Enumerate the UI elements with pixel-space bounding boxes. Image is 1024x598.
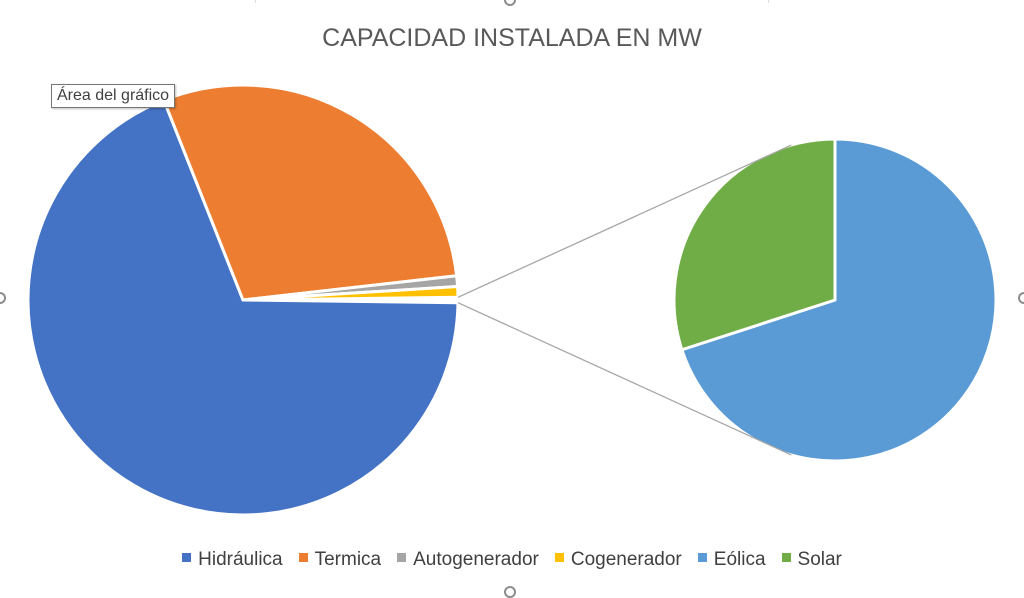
connector-line-top [457,144,792,298]
secondary-pie-slice-solar[interactable] [672,137,837,352]
resize-handle-right[interactable] [1018,292,1024,304]
resize-handle-bottom[interactable] [504,586,516,598]
legend-label: Hidráulica [198,549,283,570]
legend-item-cogenerador[interactable]: Cogenerador [554,549,682,571]
pie-slice-hidraulica[interactable] [26,98,460,517]
legend-swatch [697,553,707,563]
legend-swatch [781,553,791,563]
legend-label: Termica [314,549,382,570]
connector-line-bottom [457,302,792,456]
chart-title: CAPACIDAD INSTALADA EN MW [322,24,702,52]
frame-gridline [255,0,256,3]
legend-swatch [554,553,564,563]
legend-swatch [397,553,407,563]
frame-gridline [768,0,769,3]
resize-handle-top[interactable] [504,0,516,6]
legend-swatch [298,553,308,563]
secondary-pie-slice-eolica[interactable] [680,137,998,463]
legend-item-autogenerador[interactable]: Autogenerador [397,549,539,571]
legend-label: Solar [797,549,842,570]
pie-slice-termica[interactable] [162,83,459,302]
chart-legend[interactable]: Hidráulica Termica Autogenerador Cogenerado… [0,549,1024,571]
legend-item-termica[interactable]: Termica [298,549,382,571]
legend-item-solar[interactable]: Solar [781,549,842,571]
legend-label: Cogenerador [570,549,682,570]
legend-label: Eólica [713,549,766,570]
legend-item-hidraulica[interactable]: Hidráulica [182,549,283,571]
resize-handle-left[interactable] [0,292,6,304]
legend-swatch [182,553,192,563]
legend-label: Autogenerador [413,549,539,570]
chart-area-tooltip: Área del gráfico [51,84,176,108]
legend-item-eolica[interactable]: Eólica [697,549,766,571]
